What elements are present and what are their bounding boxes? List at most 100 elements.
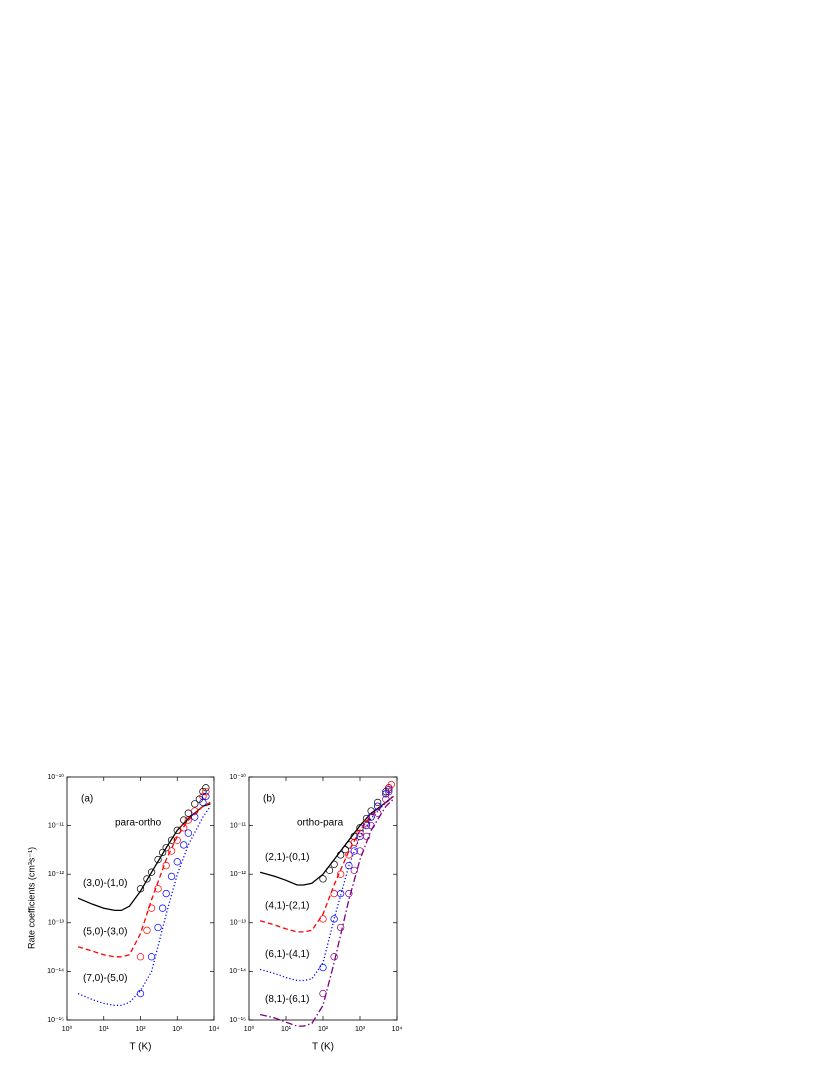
data-point	[202, 784, 210, 792]
x-tick-label: 10²	[318, 1026, 329, 1033]
data-point	[345, 889, 353, 898]
y-tick-label: 10⁻¹¹	[48, 822, 65, 829]
data-point	[162, 861, 170, 870]
y-tick-label: 10⁻¹³	[230, 920, 247, 927]
data-point	[325, 866, 334, 875]
data-point	[330, 889, 338, 898]
data-point	[158, 904, 167, 912]
annotation: para-ortho	[115, 818, 162, 829]
data-point	[345, 861, 353, 870]
data-point	[319, 915, 327, 923]
data-point	[202, 792, 210, 800]
data-point	[199, 798, 207, 807]
data-point	[319, 989, 327, 998]
data-point	[362, 819, 371, 828]
annotation: ortho-para	[297, 818, 344, 829]
curve-label: (2,1)-(0,1)	[265, 852, 309, 863]
curve	[77, 801, 211, 958]
data-point	[350, 838, 358, 847]
data-point	[330, 860, 338, 868]
data-point	[191, 800, 199, 808]
curve	[259, 795, 394, 886]
curve-label: (7,0)-(5,0)	[83, 973, 127, 984]
data-point	[162, 889, 170, 898]
data-point	[385, 787, 393, 796]
x-tick-label: 10³	[172, 1026, 183, 1033]
data-point	[191, 807, 199, 815]
y-axis-label: Rate coefficients (cm³s⁻¹)	[26, 847, 36, 949]
curve-label: (5,0)-(3,0)	[83, 926, 127, 937]
curve-label: (8,1)-(6,1)	[265, 994, 309, 1005]
data-point	[385, 785, 393, 794]
x-axis-label: T (K)	[312, 1042, 334, 1053]
curve	[77, 803, 211, 912]
curve	[259, 798, 394, 1027]
y-tick-label: 10⁻¹⁰	[229, 773, 246, 781]
data-point	[350, 847, 358, 855]
panel-label: (a)	[81, 794, 93, 805]
curve-label: (3,0)-(1,0)	[83, 878, 127, 889]
x-tick-label: 10¹	[99, 1026, 110, 1033]
data-point	[350, 866, 358, 875]
data-point	[337, 870, 345, 878]
x-axis-label: T (K)	[129, 1042, 151, 1053]
data-point	[362, 832, 371, 841]
data-point	[180, 824, 188, 832]
data-point	[147, 868, 156, 876]
data-point	[362, 821, 371, 830]
data-point	[173, 858, 181, 866]
data-point	[184, 816, 192, 824]
data-point	[147, 904, 156, 912]
data-point	[143, 926, 151, 934]
data-point	[173, 836, 181, 844]
y-tick-label: 10⁻¹⁰	[47, 773, 64, 781]
curve-label: (6,1)-(4,1)	[265, 949, 309, 960]
data-point	[330, 915, 338, 923]
data-point	[202, 787, 210, 796]
x-tick-label: 10⁰	[244, 1025, 255, 1033]
data-point	[367, 807, 375, 815]
data-point	[154, 885, 162, 893]
data-point	[147, 953, 156, 961]
x-tick-label: 10⁰	[62, 1025, 73, 1033]
data-point	[337, 923, 345, 932]
data-point	[180, 816, 188, 824]
data-point	[367, 821, 375, 830]
y-tick-label: 10⁻¹²	[48, 871, 65, 878]
curve-label: (4,1)-(2,1)	[265, 900, 309, 911]
data-point	[162, 844, 170, 852]
data-point	[356, 847, 364, 855]
data-point	[136, 989, 145, 998]
data-point	[337, 889, 345, 898]
data-point	[382, 795, 390, 803]
data-point	[158, 848, 167, 857]
data-point	[136, 953, 145, 961]
data-point	[136, 885, 145, 893]
panel-label: (b)	[263, 794, 275, 805]
data-point	[143, 875, 151, 883]
data-point	[180, 841, 188, 849]
y-tick-label: 10⁻¹⁵	[229, 1017, 246, 1024]
data-point	[167, 872, 176, 881]
data-point	[337, 851, 345, 859]
x-tick-label: 10²	[135, 1026, 146, 1033]
y-tick-label: 10⁻¹³	[48, 920, 65, 927]
data-point	[319, 963, 327, 972]
x-tick-label: 10³	[355, 1026, 366, 1033]
data-point	[330, 953, 338, 961]
curve	[77, 805, 211, 1007]
data-point	[374, 798, 382, 807]
y-tick-label: 10⁻¹⁴	[229, 968, 246, 975]
data-point	[362, 814, 371, 823]
data-point	[345, 851, 353, 859]
y-tick-label: 10⁻¹¹	[230, 822, 247, 829]
curve	[259, 795, 394, 933]
x-tick-label: 10⁴	[209, 1026, 220, 1033]
data-point	[167, 847, 176, 855]
x-tick-label: 10⁴	[392, 1026, 403, 1033]
data-point	[173, 826, 181, 834]
data-point	[367, 813, 375, 821]
data-point	[319, 875, 327, 883]
data-point	[374, 809, 382, 817]
